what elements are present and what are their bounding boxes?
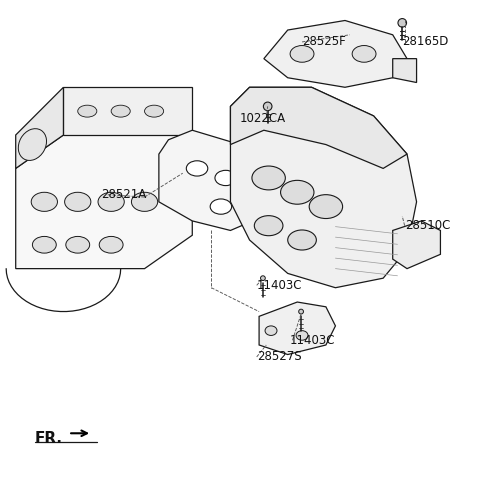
Text: 28525F: 28525F	[302, 36, 346, 48]
Polygon shape	[264, 21, 407, 87]
Text: 28521A: 28521A	[102, 188, 147, 201]
Ellipse shape	[65, 192, 91, 211]
Ellipse shape	[33, 237, 56, 253]
Ellipse shape	[265, 326, 277, 336]
Ellipse shape	[215, 170, 237, 186]
Ellipse shape	[132, 192, 157, 211]
Polygon shape	[16, 87, 63, 168]
Ellipse shape	[186, 161, 208, 176]
Ellipse shape	[111, 105, 130, 117]
Ellipse shape	[99, 237, 123, 253]
Polygon shape	[230, 87, 407, 168]
Ellipse shape	[288, 230, 316, 250]
Ellipse shape	[18, 129, 47, 160]
Polygon shape	[393, 221, 441, 269]
Ellipse shape	[144, 105, 164, 117]
Text: 11403C: 11403C	[257, 279, 302, 292]
Polygon shape	[393, 59, 417, 83]
Polygon shape	[16, 135, 192, 269]
Ellipse shape	[299, 309, 303, 314]
Polygon shape	[230, 87, 417, 288]
Text: 11403C: 11403C	[290, 334, 336, 347]
Ellipse shape	[398, 19, 407, 27]
Ellipse shape	[239, 185, 260, 200]
Ellipse shape	[290, 46, 314, 62]
Ellipse shape	[281, 180, 314, 204]
Ellipse shape	[309, 195, 343, 218]
Ellipse shape	[31, 192, 58, 211]
Ellipse shape	[296, 331, 308, 340]
Ellipse shape	[264, 102, 272, 111]
Text: 1022CA: 1022CA	[240, 112, 286, 125]
Polygon shape	[159, 130, 278, 230]
Ellipse shape	[78, 105, 97, 117]
Polygon shape	[63, 87, 192, 135]
Ellipse shape	[98, 192, 124, 211]
Ellipse shape	[261, 276, 265, 281]
Polygon shape	[259, 302, 336, 355]
Ellipse shape	[66, 237, 90, 253]
Text: 28165D: 28165D	[402, 36, 449, 48]
Ellipse shape	[352, 46, 376, 62]
Ellipse shape	[252, 166, 285, 190]
Text: 28510C: 28510C	[405, 219, 450, 232]
Text: 28527S: 28527S	[257, 350, 301, 363]
Ellipse shape	[210, 199, 232, 214]
Text: FR.: FR.	[35, 431, 63, 445]
Ellipse shape	[254, 216, 283, 236]
